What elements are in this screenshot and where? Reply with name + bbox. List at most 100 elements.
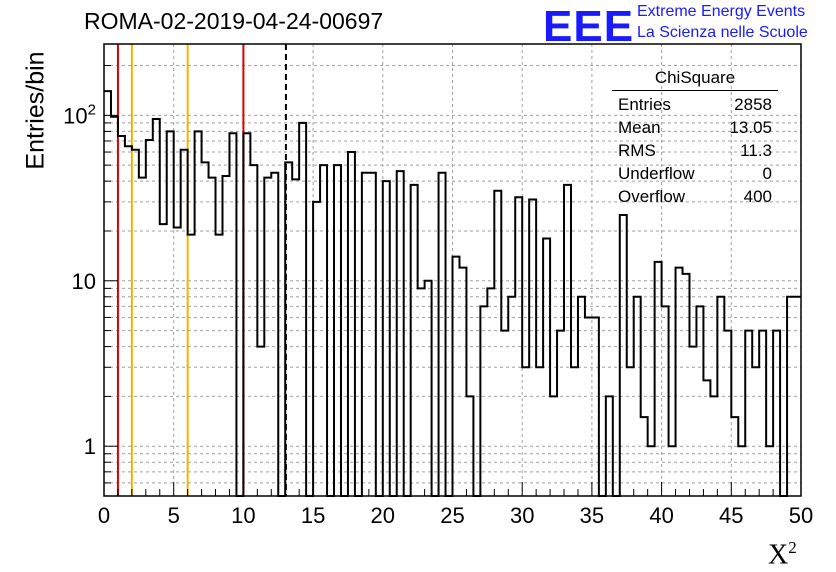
histogram-bin	[153, 119, 160, 496]
histogram-bin	[313, 202, 320, 496]
y-tick-label: 1	[84, 434, 96, 459]
histogram-bin	[606, 396, 613, 496]
stats-row-underflow: Underflow 0	[618, 164, 772, 183]
histogram-bin	[299, 123, 306, 496]
histogram-bin	[111, 117, 118, 496]
histogram-bin	[167, 131, 174, 496]
histogram-bin	[229, 133, 236, 496]
stats-title: ChiSquare	[612, 68, 778, 91]
histogram-bin	[439, 173, 446, 496]
histogram-bin	[222, 176, 229, 496]
y-tick-label: 10	[72, 269, 96, 294]
histogram-bin	[139, 178, 146, 496]
histogram-bin	[160, 224, 167, 496]
histogram-bin	[717, 297, 724, 496]
histogram-bin	[689, 347, 696, 496]
eee-logo: EEE	[543, 2, 635, 51]
stats-box: ChiSquare Entries 2858 Mean 13.05 RMS 11.3 …	[612, 68, 778, 208]
histogram-bin	[655, 262, 662, 496]
histogram-bin	[787, 297, 794, 496]
histogram-bin	[696, 306, 703, 496]
histogram-bin	[676, 268, 683, 496]
histogram-bin	[425, 281, 432, 496]
histogram-bin	[292, 179, 299, 496]
histogram-bin	[125, 146, 132, 496]
histogram-bin	[181, 150, 188, 496]
histogram-bin	[466, 396, 473, 496]
x-tick-label: 35	[580, 503, 604, 528]
histogram-bin	[146, 140, 153, 496]
histogram-bin	[362, 173, 369, 496]
histogram-bin	[731, 417, 738, 496]
histogram-bin	[752, 367, 759, 496]
histogram-bin	[564, 185, 571, 496]
histogram-bin	[195, 131, 202, 496]
y-axis-label: Entries/bin	[21, 51, 50, 170]
histogram-bin	[264, 178, 271, 496]
histogram-bin	[585, 317, 592, 496]
histogram-bin	[348, 152, 355, 496]
x-tick-label: 30	[510, 503, 534, 528]
histogram-bin	[550, 396, 557, 496]
histogram-bin	[710, 396, 717, 496]
histogram-bin	[250, 165, 257, 496]
x-tick-label: 25	[440, 503, 464, 528]
histogram-bin	[216, 235, 223, 496]
histogram-bin	[662, 306, 669, 496]
histogram-bin	[571, 367, 578, 496]
histogram-bin	[724, 331, 731, 496]
histogram-bin	[257, 347, 264, 496]
histogram-bin	[773, 331, 780, 496]
histogram-bin	[320, 165, 327, 496]
logo-tagline-1: Extreme Energy Events	[637, 3, 806, 20]
stats-row-rms: RMS 11.3	[618, 141, 772, 160]
x-axis-label: X2	[768, 538, 797, 571]
histogram-bin	[243, 133, 250, 496]
histogram-bin	[418, 288, 425, 496]
x-tick-label: 15	[301, 503, 325, 528]
histogram-bin	[334, 165, 341, 496]
histogram-bin	[453, 257, 460, 496]
histogram-bin	[132, 150, 139, 496]
histogram-bin	[669, 446, 676, 496]
histogram-bin	[683, 274, 690, 496]
histogram-bin	[174, 227, 181, 496]
histogram-bin	[459, 268, 466, 496]
histogram-bin	[369, 173, 376, 496]
histogram-bin	[118, 136, 125, 496]
histogram-bin	[766, 446, 773, 496]
histogram-bin	[703, 380, 710, 496]
histogram-bin	[515, 197, 522, 496]
histogram-bin	[634, 297, 641, 496]
histogram-bin	[285, 162, 292, 496]
histogram-bin	[738, 446, 745, 496]
histogram-bin	[397, 171, 404, 496]
histogram-bin	[759, 331, 766, 496]
histogram-bin	[543, 239, 550, 496]
histogram-bin	[794, 297, 801, 496]
stats-row-entries: Entries 2858	[618, 95, 772, 114]
histogram-bin	[209, 178, 216, 496]
histogram-bin	[620, 215, 627, 496]
histogram-bin	[641, 417, 648, 496]
histogram-bin	[271, 173, 278, 496]
histogram-bin	[529, 199, 536, 496]
histogram-bin	[494, 191, 501, 496]
stats-row-mean: Mean 13.05	[618, 118, 772, 137]
histogram-bin	[383, 181, 390, 496]
y-tick-label: 102	[63, 101, 96, 128]
histogram-bin	[411, 185, 418, 496]
histogram-bin	[536, 367, 543, 496]
stats-row-overflow: Overflow 400	[618, 187, 772, 206]
histogram-bin	[578, 297, 585, 496]
histogram-bin	[508, 297, 515, 496]
histogram-bin	[480, 306, 487, 496]
histogram-bin	[202, 162, 209, 496]
histogram-bin	[188, 235, 195, 496]
chart-title: ROMA-02-2019-04-24-00697	[84, 8, 384, 34]
histogram-bin	[745, 331, 752, 496]
x-tick-label: 45	[719, 503, 743, 528]
x-tick-label: 0	[98, 503, 110, 528]
histogram-bin	[487, 288, 494, 496]
